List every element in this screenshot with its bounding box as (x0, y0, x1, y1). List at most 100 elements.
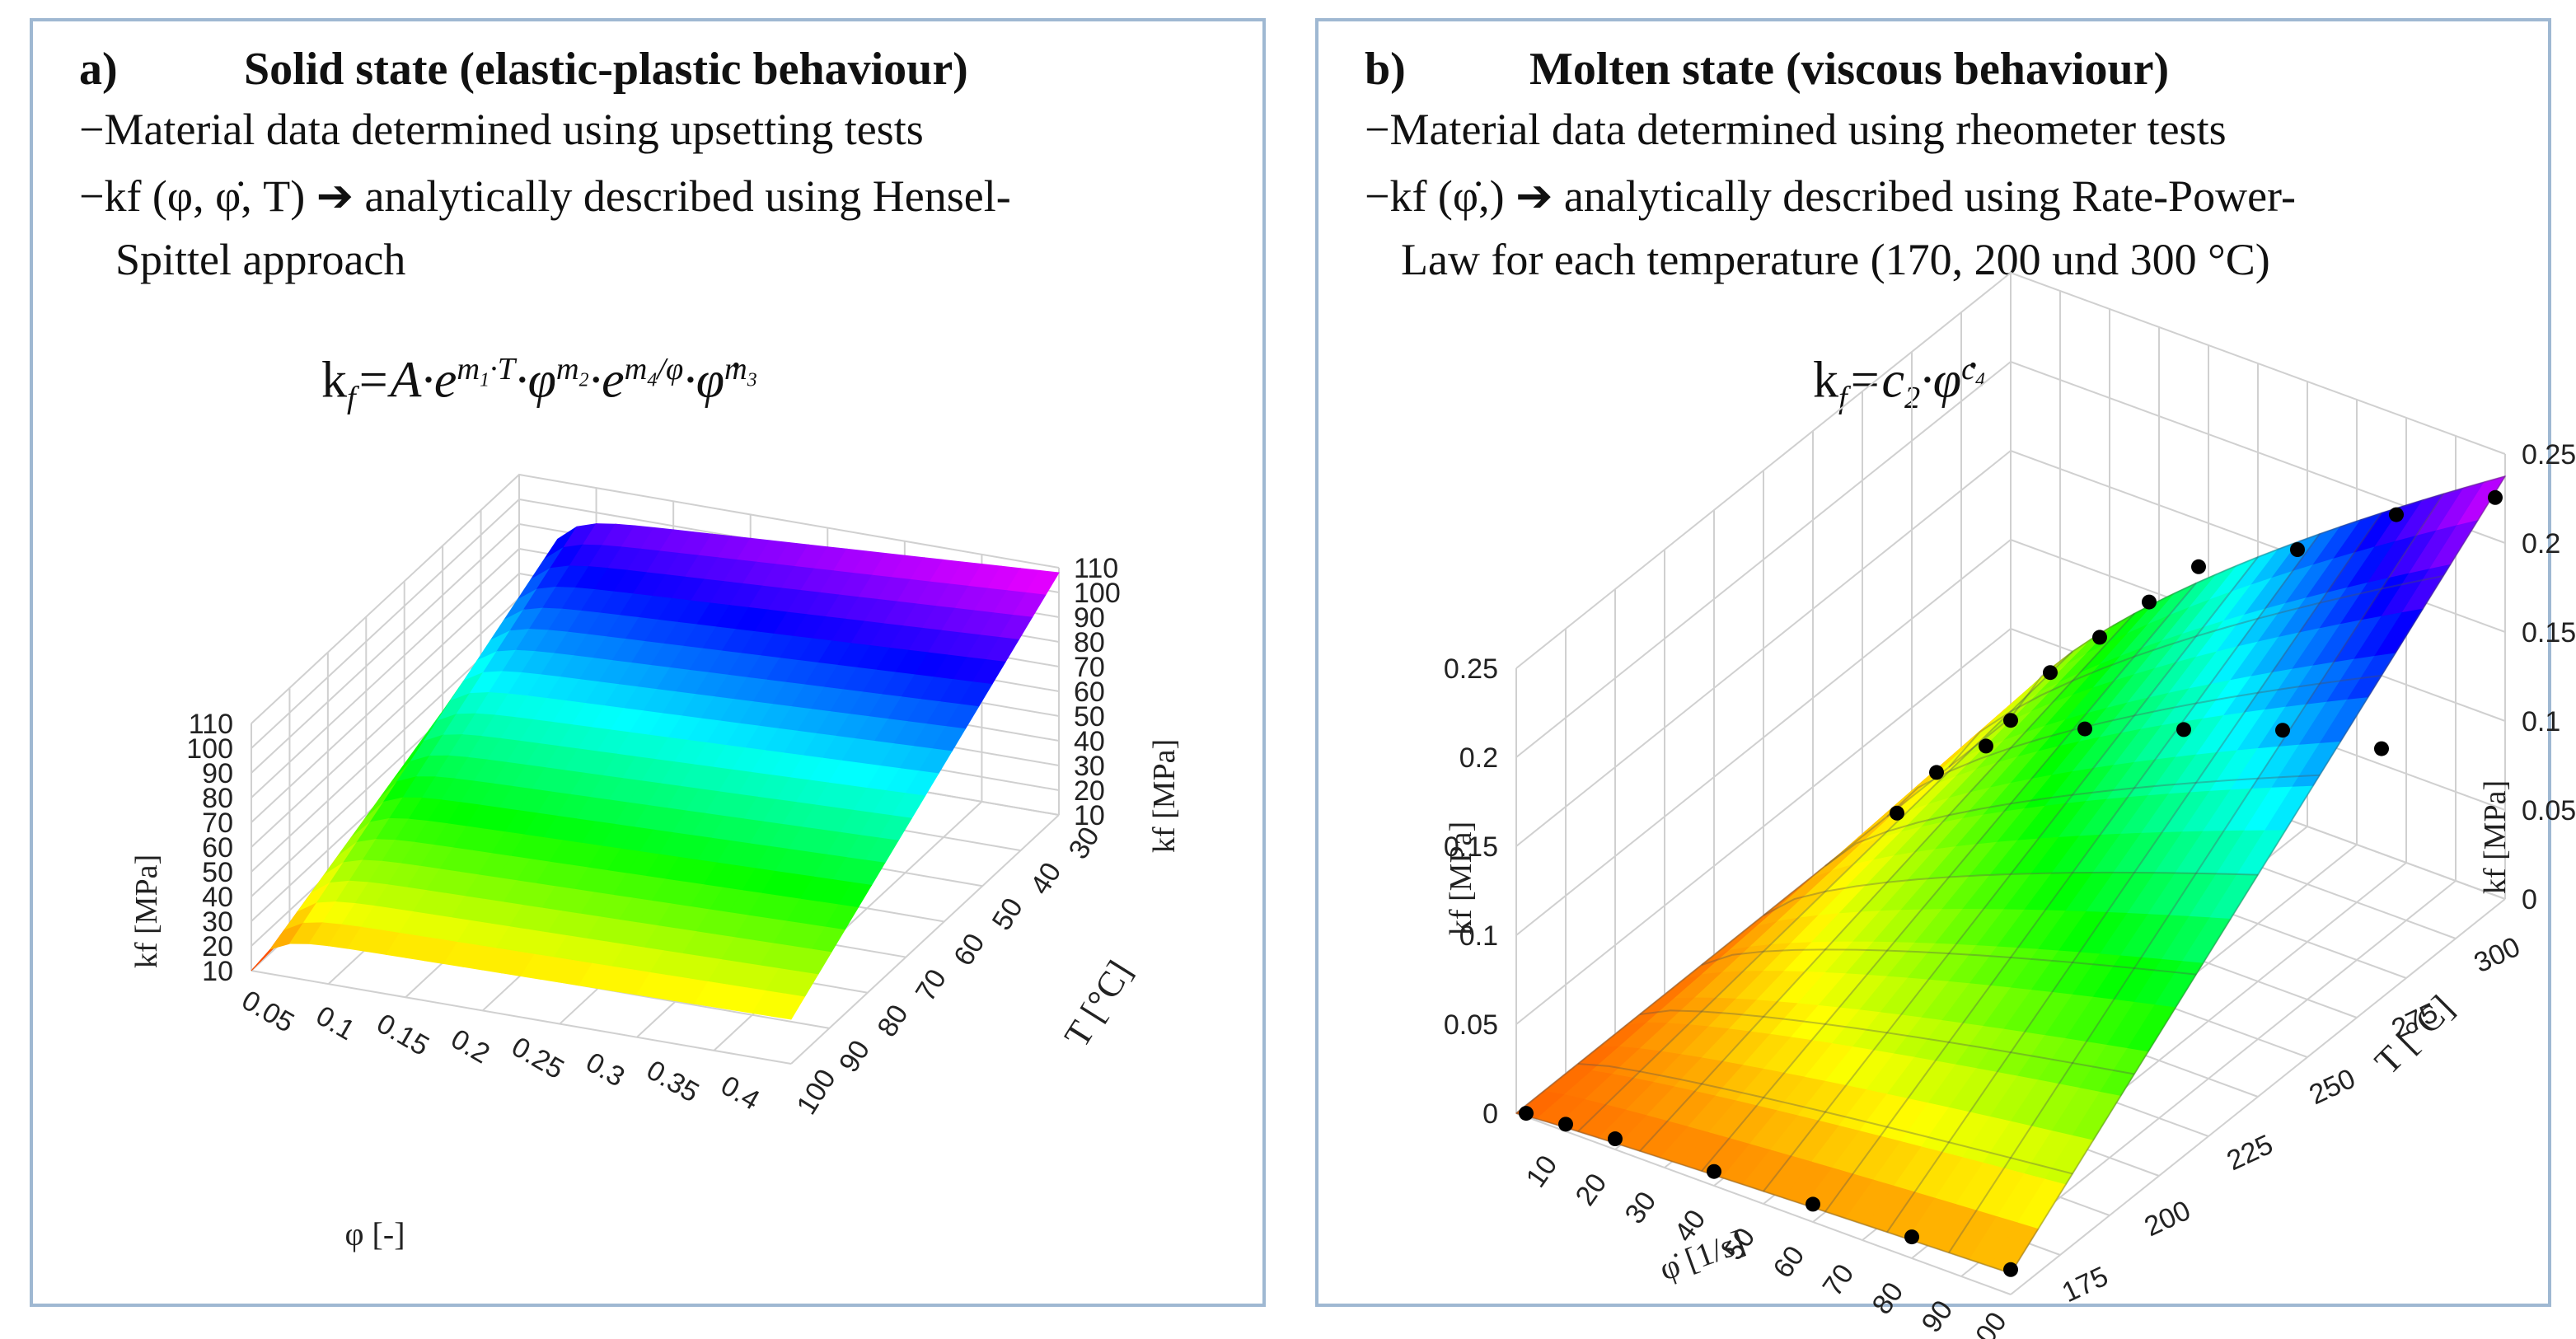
chart-a-z-tick-left: 20 (202, 931, 233, 962)
chart-b-data-point (1929, 765, 1944, 780)
panel-b-equation: kf=c2·φ̇c4 (1813, 352, 1986, 416)
chart-b-z-tick-right: 0.05 (2522, 795, 2576, 826)
chart-b-mesh-line (1948, 493, 2444, 1253)
chart-b-x-tick: 30 (1619, 1186, 1663, 1229)
chart-a-z-tick-left: 50 (202, 857, 233, 888)
chart-a-x-label: φ [-] (344, 1215, 405, 1252)
panel-b-bullet-2: −kf (φ̇,) ➔ analytically described using… (1365, 171, 2296, 221)
chart-b-x-tick: 20 (1570, 1168, 1614, 1211)
chart-b-x-tick: 70 (1817, 1258, 1861, 1302)
chart-a-z-tick-right: 80 (1074, 627, 1105, 658)
chart-b-z-tick-right: 0 (2522, 884, 2537, 915)
chart-a-z-tick-left: 70 (202, 808, 233, 839)
panel-b-bullet-3: Law for each temperature (170, 200 und 3… (1401, 235, 2270, 284)
chart-a-z-tick-left: 60 (202, 832, 233, 864)
chart-a-z-tick-right: 100 (1074, 578, 1121, 609)
chart-a-z-tick-left: 10 (202, 956, 233, 987)
chart-b-y-tick: 175 (2058, 1261, 2113, 1309)
panel-b-title: Molten state (viscous behaviour) (1529, 44, 2170, 95)
chart-a-z-label-right: kf [MPa] (1147, 739, 1182, 853)
chart-b-data-point (1558, 1117, 1573, 1132)
chart-a-y-tick: 100 (791, 1064, 842, 1120)
panel-a-bullet-1: −Material data determined using upsettin… (79, 105, 924, 154)
panel-a-label: a) (79, 44, 118, 95)
chart-b-mesh-line (1824, 533, 2321, 1213)
chart-b-data-point (2290, 542, 2305, 557)
panel-b-bullet-1: −Material data determined using rheomete… (1365, 105, 2227, 154)
chart-a-z-tick-right: 70 (1074, 652, 1105, 683)
chart-b-data-point (1890, 805, 1904, 821)
chart-b-mesh-line (1639, 612, 2135, 1152)
chart-b-x-tick: 80 (1866, 1276, 1910, 1320)
chart-a-y-tick: 80 (871, 1000, 914, 1042)
chart-b-z-tick-left: 0.25 (1444, 653, 1498, 685)
chart-a-y-tick: 60 (948, 928, 991, 971)
chart-b-z-label-right: kf [MPa] (2478, 780, 2513, 894)
chart-a-y-tick: 90 (833, 1035, 876, 1078)
chart-b-mesh-line (1763, 556, 2259, 1192)
chart-b-x-tick: 90 (1916, 1295, 1960, 1338)
chart-a-x-tick: 0.4 (715, 1070, 765, 1117)
chart-a-z-tick-right: 110 (1074, 553, 1118, 584)
chart-a-surface-cell (770, 993, 806, 1020)
chart-a-y-tick: 50 (986, 892, 1029, 935)
chart-a-z-tick-right: 40 (1074, 726, 1105, 757)
panel-a: a) Solid state (elastic-plastic behaviour… (30, 18, 1266, 1307)
chart-a-surface-cell (251, 929, 285, 971)
chart-a-surface (251, 523, 1060, 1020)
chart-a-x-tick: 0.3 (580, 1046, 630, 1093)
chart-b-data-point (1707, 1163, 1721, 1179)
chart-b-mesh-line (1886, 674, 2382, 817)
chart-b-data-point (2092, 630, 2107, 645)
chart-a-y-tick: 40 (1024, 857, 1067, 900)
chart-b-data-point (2191, 559, 2206, 574)
chart-a-x-tick: 0.05 (237, 985, 299, 1039)
chart-a: 1020304050607080901001101020304050607080… (129, 473, 1182, 1252)
chart-a-x-tick: 0.35 (641, 1054, 704, 1108)
chart-b-data-point (1519, 1106, 1534, 1121)
chart-a-z-tick-left: 90 (202, 758, 233, 789)
chart-b-data-point (2176, 722, 2191, 737)
chart-b-y-tick: 300 (2470, 931, 2525, 979)
chart-b-y-tick: 200 (2140, 1195, 2195, 1243)
panel-a-equation: kf=A·em1·T·φm2·em4/φ·φ̇m3 (321, 352, 757, 416)
chart-a-z-tick-left: 40 (202, 882, 233, 913)
chart-a-z-tick-right: 30 (1074, 751, 1105, 782)
chart-b-z-tick-left: 0 (1482, 1098, 1498, 1130)
chart-b-data-point (2374, 741, 2389, 756)
chart-b-x-tick: 10 (1520, 1149, 1564, 1193)
chart-a-x-tick: 0.1 (311, 1000, 360, 1047)
chart-b-z-label-left: kf [MPa] (1444, 822, 1478, 935)
chart-b-mesh-line (1515, 1112, 2012, 1275)
chart-b-data-point (2003, 713, 2018, 728)
chart-b-mesh-line (1763, 871, 2259, 916)
chart-a-x-tick: 0.25 (506, 1031, 569, 1085)
chart-a-z-tick-right: 50 (1074, 701, 1105, 733)
chart-b-z-tick-right: 0.1 (2522, 706, 2560, 737)
chart-b-z-tick-left: 0.15 (1444, 831, 1498, 863)
chart-b-z-tick-right: 0.2 (2522, 528, 2560, 559)
chart-a-z-tick-right: 10 (1074, 800, 1105, 831)
panel-a-heading: a) Solid state (elastic-plastic behaviour… (79, 43, 968, 96)
chart-b-data-point (2043, 665, 2058, 681)
chart-b-data-point (2488, 489, 2503, 505)
chart-b-data-point (1979, 738, 1993, 754)
chart-b-mesh-line (1948, 574, 2444, 768)
chart-b-data-point (2389, 507, 2404, 522)
chart-a-gridline (790, 814, 1060, 1065)
chart-a-z-tick-right: 60 (1074, 677, 1105, 708)
panel-a-title: Solid state (elastic-plastic behaviour) (244, 44, 968, 95)
chart-a-z-tick-left: 30 (202, 906, 233, 938)
chart-b-mesh-line (1701, 583, 2197, 1172)
chart-b-y-tick: 225 (2222, 1129, 2278, 1177)
panel-a-bullet-3: Spittel approach (115, 235, 406, 284)
chart-b-z-tick-right: 0.15 (2522, 617, 2576, 648)
chart-b-data-point (1904, 1229, 1919, 1245)
chart-a-z-tick-left: 100 (186, 733, 233, 765)
panel-b-label: b) (1365, 44, 1406, 95)
chart-b-mesh-line (1639, 1009, 2135, 1075)
chart-b-data-point (2275, 723, 2290, 738)
chart-b-data-point (2142, 594, 2157, 610)
chart-a-z-tick-right: 20 (1074, 775, 1105, 807)
chart-a-z-tick-left: 110 (189, 709, 233, 740)
